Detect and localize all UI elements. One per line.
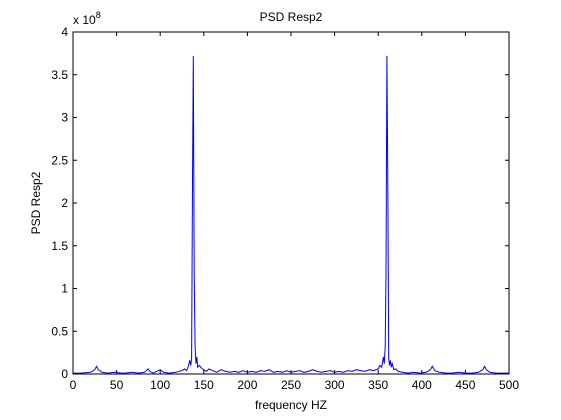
y-multiplier: x 108	[73, 10, 101, 27]
x-tick-label: 300	[325, 378, 345, 392]
x-tick-label: 100	[150, 378, 170, 392]
y-tick-label: 2	[61, 196, 68, 210]
y-multiplier-base: x 10	[73, 13, 96, 27]
y-tick-label: 1	[61, 282, 68, 296]
x-tick-label: 50	[110, 378, 124, 392]
x-axis-label: frequency HZ	[255, 398, 327, 412]
x-axis-ticks: 0 50 100 150 200 250 300 350 400 450 500	[70, 32, 519, 392]
y-tick-label: 4	[61, 25, 68, 39]
y-tick-label: 0	[61, 367, 68, 381]
plot-area	[72, 31, 510, 375]
y-tick-label: 1.5	[51, 239, 68, 253]
y-axis-label: PSD Resp2	[29, 171, 43, 234]
y-tick-label: 3.5	[51, 68, 68, 82]
y-tick-label: 0.5	[51, 324, 68, 338]
x-tick-label: 450	[455, 378, 475, 392]
x-tick-label: 200	[237, 378, 257, 392]
x-tick-label: 0	[70, 378, 77, 392]
y-tick-label: 3	[61, 111, 68, 125]
y-tick-label: 2.5	[51, 153, 68, 167]
x-tick-label: 150	[194, 378, 214, 392]
x-tick-label: 400	[412, 378, 432, 392]
y-multiplier-exponent: 8	[96, 10, 101, 20]
y-axis-ticks: 0 0.5 1 1.5 2 2.5 3 3.5 4	[51, 25, 509, 381]
chart-title: PSD Resp2	[260, 10, 323, 24]
psd-series-line	[73, 55, 509, 374]
x-tick-label: 250	[281, 378, 301, 392]
x-tick-label: 350	[368, 378, 388, 392]
x-tick-label: 500	[499, 378, 519, 392]
